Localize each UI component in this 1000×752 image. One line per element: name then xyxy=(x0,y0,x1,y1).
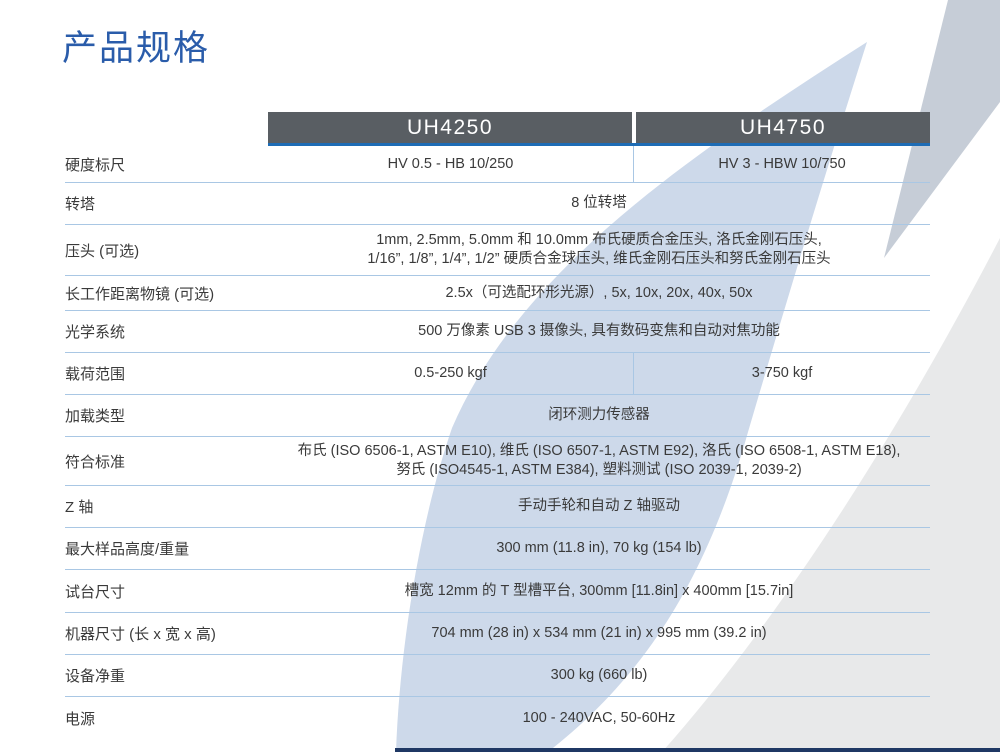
spec-row-indenters: 压头 (可选) 1mm, 2.5mm, 5.0mm 和 10.0mm 布氏硬质合… xyxy=(65,225,930,276)
spec-row-power: 电源 100 - 240VAC, 50-60Hz xyxy=(65,697,930,739)
spec-row-loading-type: 加载类型 闭环测力传感器 xyxy=(65,395,930,437)
spec-table-header: UH4250 UH4750 xyxy=(268,112,930,146)
spec-row-hardness-scale: 硬度标尺 HV 0.5 - HB 10/250 HV 3 - HBW 10/75… xyxy=(65,146,930,183)
spec-label: 光学系统 xyxy=(65,324,126,341)
swoosh-sail-shape xyxy=(396,42,867,752)
spec-value: 8 位转塔 xyxy=(571,195,627,211)
spec-label: 载荷范围 xyxy=(65,366,126,383)
spec-value-line: 布氏 (ISO 6506-1, ASTM E10), 维氏 (ISO 6507-… xyxy=(297,443,901,459)
spec-value-line: 1/16”, 1/8”, 1/4”, 1/2” 硬质合金球压头, 维氏金刚石压头… xyxy=(367,251,831,267)
spec-row-optical-system: 光学系统 500 万像素 USB 3 摄像头, 具有数码变焦和自动对焦功能 xyxy=(65,311,930,353)
spec-value: 300 mm (11.8 in), 70 kg (154 lb) xyxy=(496,540,702,556)
spec-label: 机器尺寸 (长 x 宽 x 高) xyxy=(65,626,216,643)
spec-label: Z 轴 xyxy=(65,499,94,516)
spec-value-uh4250: 0.5-250 kgf xyxy=(268,353,634,394)
spec-row-machine-dimensions: 机器尺寸 (长 x 宽 x 高) 704 mm (28 in) x 534 mm… xyxy=(65,613,930,655)
spec-row-turret: 转塔 8 位转塔 xyxy=(65,183,930,225)
spec-label: 设备净重 xyxy=(65,668,126,685)
swoosh-gray-wedge-bottom-right xyxy=(662,238,1000,752)
spec-value-line: 努氏 (ISO4545-1, ASTM E384), 塑料测试 (ISO 203… xyxy=(396,462,802,478)
column-header-uh4750: UH4750 xyxy=(636,112,930,143)
spec-label: 硬度标尺 xyxy=(65,156,126,174)
spec-value-line: 1mm, 2.5mm, 5.0mm 和 10.0mm 布氏硬质合金压头, 洛氏金… xyxy=(376,232,822,248)
spec-value-uh4250: HV 0.5 - HB 10/250 xyxy=(268,146,634,182)
spec-label: 最大样品高度/重量 xyxy=(65,541,190,558)
spec-label: 长工作距离物镜 (可选) xyxy=(65,285,215,303)
spec-value: 手动手轮和自动 Z 轴驱动 xyxy=(518,498,680,514)
spec-table: UH4250 UH4750 硬度标尺 HV 0.5 - HB 10/250 HV… xyxy=(65,112,930,739)
spec-row-standards: 符合标准 布氏 (ISO 6506-1, ASTM E10), 维氏 (ISO … xyxy=(65,437,930,486)
spec-row-objectives: 长工作距离物镜 (可选) 2.5x（可选配环形光源）, 5x, 10x, 20x… xyxy=(65,276,930,311)
spec-value-uh4750: HV 3 - HBW 10/750 xyxy=(718,155,846,172)
spec-row-load-range: 载荷范围 0.5-250 kgf 3-750 kgf xyxy=(65,353,930,395)
spec-row-max-sample: 最大样品高度/重量 300 mm (11.8 in), 70 kg (154 l… xyxy=(65,528,930,570)
spec-label: 电源 xyxy=(65,710,96,728)
page-title: 产品规格 xyxy=(62,29,211,68)
spec-label: 转塔 xyxy=(65,196,96,213)
spec-value: 704 mm (28 in) x 534 mm (21 in) x 995 mm… xyxy=(431,625,767,641)
spec-value: 100 - 240VAC, 50-60Hz xyxy=(522,709,676,726)
spec-value-uh4750: 3-750 kgf xyxy=(751,365,813,381)
spec-value: 槽宽 12mm 的 T 型槽平台, 300mm [11.8in] x 400mm… xyxy=(404,582,794,599)
spec-label: 试台尺寸 xyxy=(65,583,126,601)
spec-row-z-axis: Z 轴 手动手轮和自动 Z 轴驱动 xyxy=(65,486,930,528)
spec-label: 加载类型 xyxy=(65,408,126,425)
spec-label: 符合标准 xyxy=(65,453,126,471)
swoosh-gray-band-top-right xyxy=(884,0,1000,258)
footer-navy-bar xyxy=(395,748,1000,752)
spec-row-stage-size: 试台尺寸 槽宽 12mm 的 T 型槽平台, 300mm [11.8in] x … xyxy=(65,570,930,613)
spec-value: 闭环测力传感器 xyxy=(548,407,650,423)
spec-label: 压头 (可选) xyxy=(65,242,140,260)
spec-value: 500 万像素 USB 3 摄像头, 具有数码变焦和自动对焦功能 xyxy=(418,323,780,339)
column-header-uh4250: UH4250 xyxy=(268,112,632,143)
spec-value: 300 kg (660 lb) xyxy=(550,667,648,683)
spec-value: 2.5x（可选配环形光源）, 5x, 10x, 20x, 40x, 50x xyxy=(445,284,753,301)
spec-row-net-weight: 设备净重 300 kg (660 lb) xyxy=(65,655,930,697)
